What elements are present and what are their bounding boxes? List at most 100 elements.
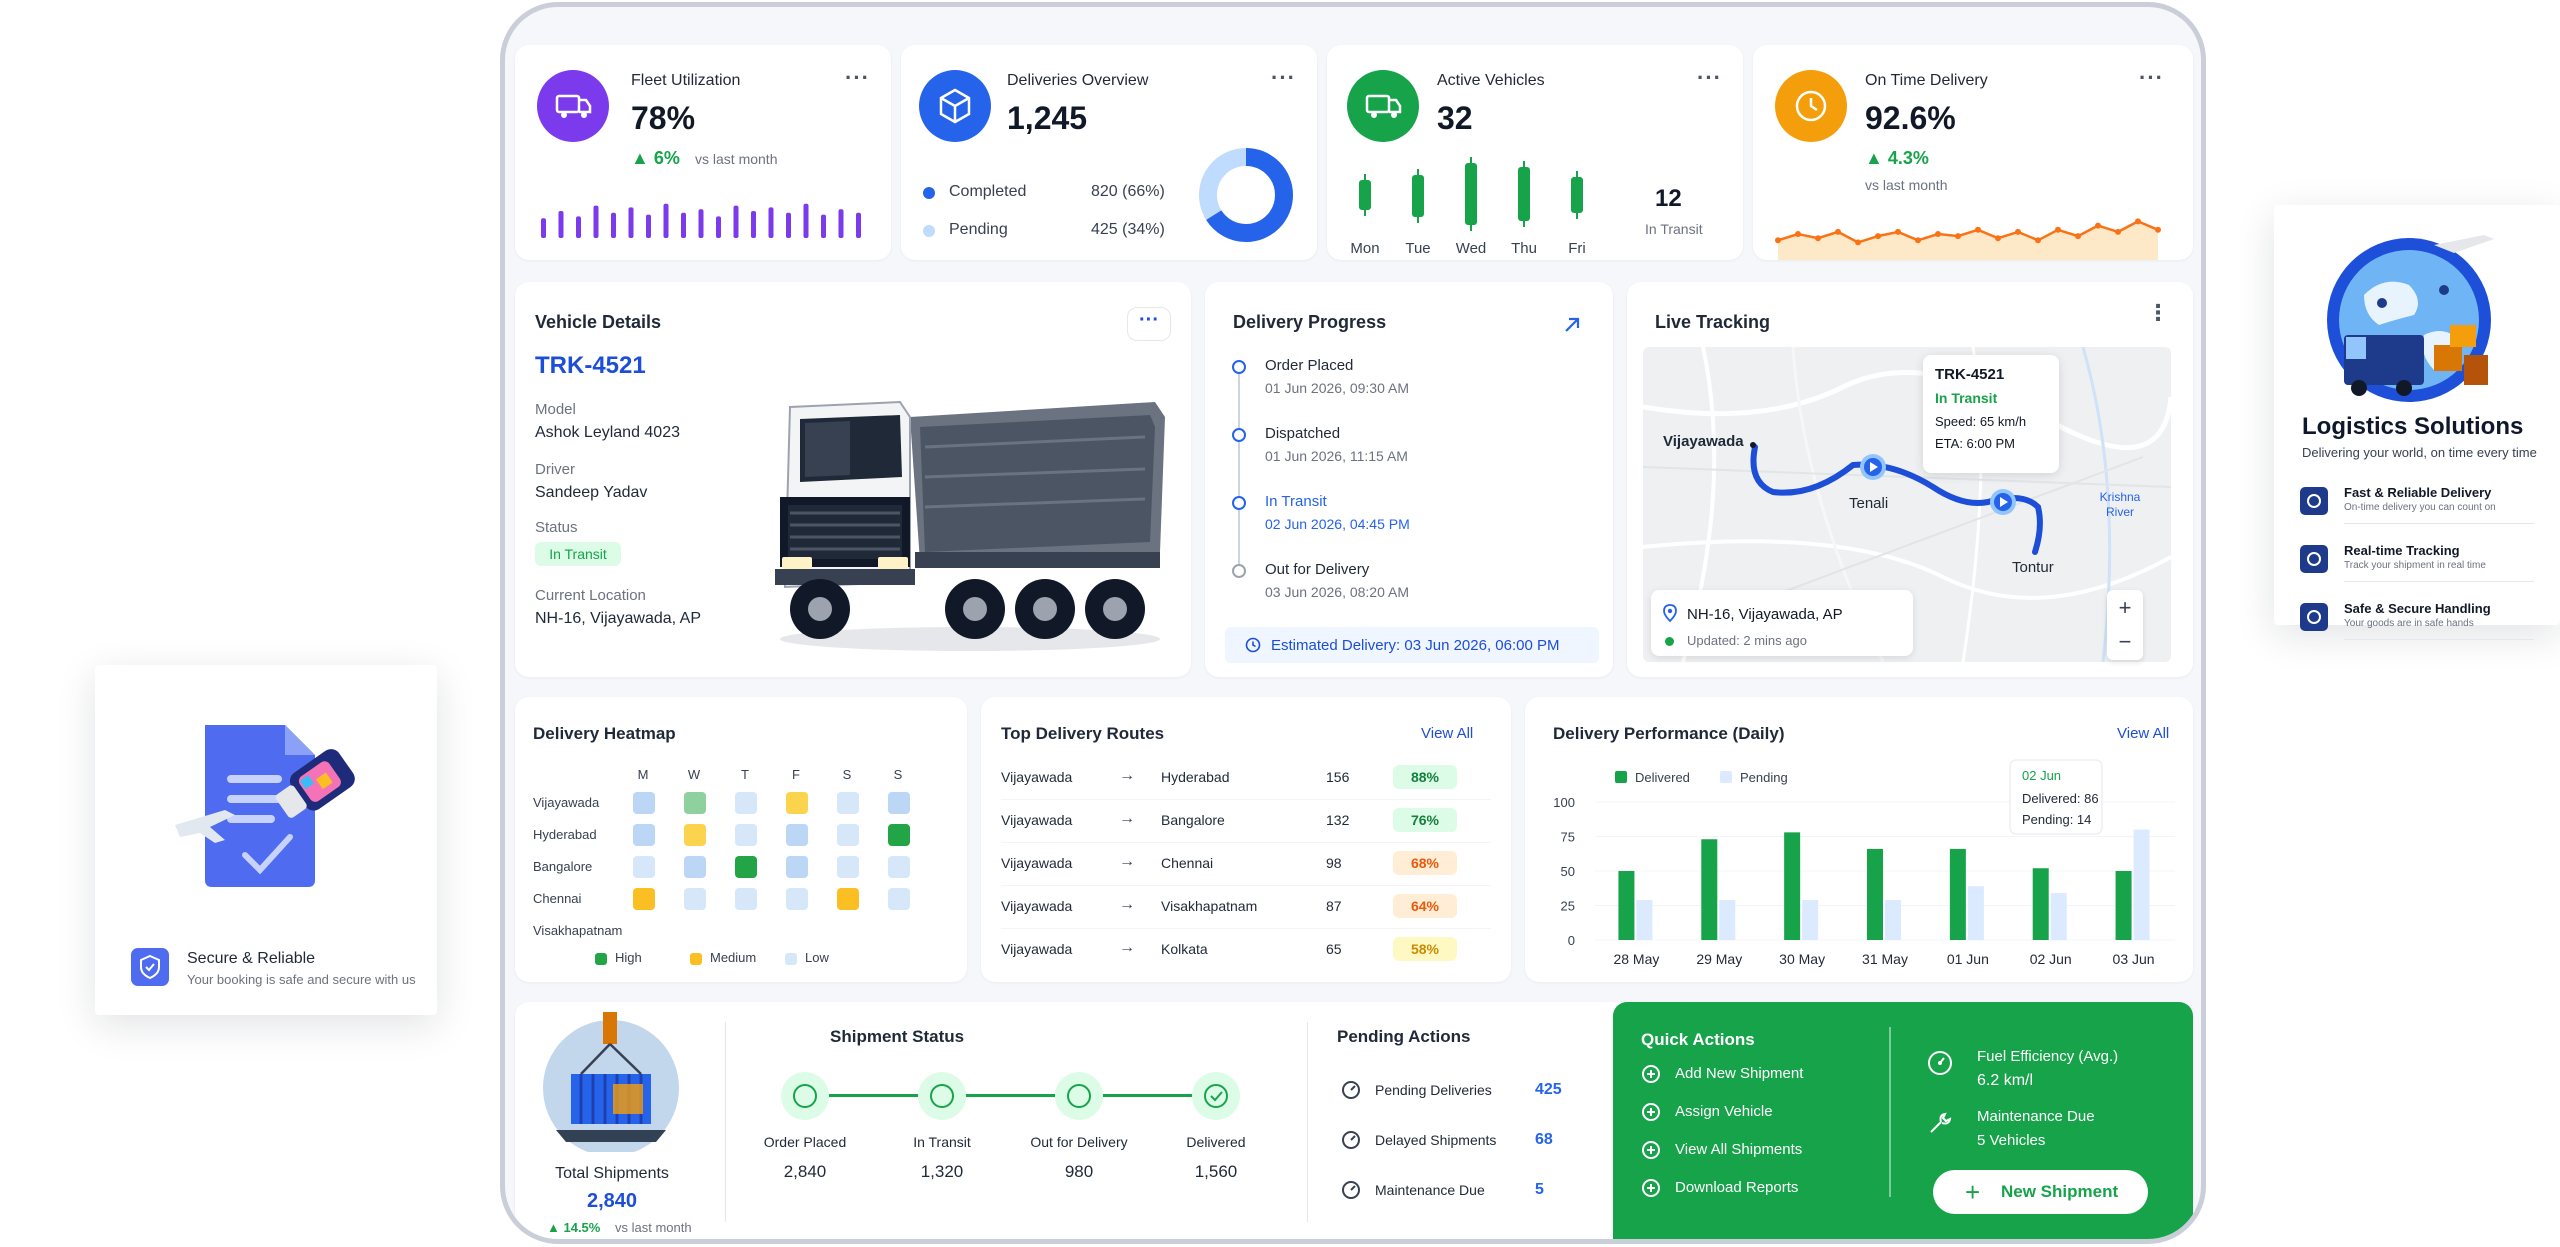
quick-actions-card: Quick Actions Add New Shipment Assign Veh… — [1613, 1002, 2193, 1239]
heatmap-cell — [633, 888, 655, 910]
heatmap-day-label: S — [893, 767, 903, 782]
quick-action-item[interactable]: Assign Vehicle — [1675, 1103, 1773, 1120]
trend-line — [1777, 220, 2159, 244]
timeline-dot — [1232, 564, 1246, 578]
clock-icon — [1245, 637, 1261, 653]
vehicles-more-button[interactable]: ··· — [1697, 65, 1722, 90]
external-link-icon[interactable] — [1557, 310, 1587, 340]
route-count: 65 — [1326, 941, 1342, 957]
y-tick-label: 100 — [1553, 795, 1575, 810]
truck-icon — [1055, 1072, 1103, 1120]
heatmap-cell — [837, 824, 859, 846]
day-label: Thu — [1511, 240, 1537, 255]
deliveries-value: 1,245 — [1007, 100, 1088, 136]
in-transit-value: 12 — [1655, 185, 1682, 212]
vehicle-details-title: Vehicle Details — [535, 312, 662, 332]
fleet-utilization-card: Fleet Utilization 78% ▲ 6% vs last month… — [515, 45, 891, 260]
pending-bar — [1802, 899, 1819, 940]
maintenance-label: Maintenance Due — [1977, 1108, 2095, 1125]
heatmap-city-label: Vijayawada — [533, 795, 600, 810]
quick-action-item[interactable]: View All Shipments — [1675, 1141, 1803, 1158]
x-tick-label: 31 May — [1862, 951, 1908, 967]
vehicle-id: TRK-4521 — [535, 352, 646, 379]
clock-icon — [1775, 70, 1847, 142]
quick-action-item[interactable]: Download Reports — [1675, 1179, 1799, 1196]
new-shipment-button[interactable] — [1933, 1170, 2148, 1214]
performance-view-all-link[interactable]: View All — [2117, 725, 2170, 742]
feature-divider — [2344, 523, 2534, 524]
pending-value: 425 (34%) — [1091, 221, 1165, 238]
heatmap-day-label: T — [741, 767, 749, 782]
legend-swatch — [785, 953, 797, 965]
tracking-more-button[interactable]: ⋮ — [2147, 300, 2169, 325]
tooltip-delivered: Delivered: 86 — [2022, 791, 2099, 806]
pending-bar — [1719, 899, 1736, 940]
fleet-bar — [576, 216, 581, 238]
globe-logistics-icon — [2327, 235, 2494, 402]
performance-bar-chart: 0 25 50 75 100 28 May 29 May 30 May 31 May 01 Jun… — [1553, 759, 2175, 967]
pending-action-label[interactable]: Pending Deliveries — [1375, 1082, 1492, 1098]
completed-value: 820 (66%) — [1091, 183, 1165, 200]
total-shipments-compare: vs last month — [615, 1220, 692, 1235]
fleet-bar — [541, 218, 546, 238]
divider — [725, 1022, 726, 1222]
feature-desc: Track your shipment in real time — [2344, 560, 2486, 571]
route-from: Vijayawada — [1001, 812, 1073, 828]
delivered-bar — [1867, 848, 1883, 940]
delivery-heatmap-card: Delivery Heatmap M W T F S S Vijayawada Hyderab… — [515, 697, 967, 982]
donut-completed-slice — [1199, 148, 1293, 242]
map-location-text: NH-16, Vijayawada, AP — [1687, 606, 1843, 623]
ontime-title: On Time Delivery — [1865, 72, 1988, 89]
zoom-out-button[interactable]: − — [2118, 629, 2132, 654]
fleet-bar — [663, 203, 669, 238]
feature-title: Fast & Reliable Delivery — [2344, 485, 2492, 500]
vehicle-popup — [1923, 355, 2059, 473]
ontime-more-button[interactable]: ··· — [2139, 65, 2164, 90]
fleet-value: 78% — [631, 100, 696, 136]
heatmap-cell — [837, 856, 859, 878]
tooltip-box — [2009, 759, 2103, 835]
routes-view-all-link[interactable]: View All — [1421, 725, 1474, 742]
trend-point — [1995, 235, 2001, 242]
heatmap-cell — [735, 824, 757, 846]
fleet-bar — [646, 214, 651, 238]
deliveries-more-button[interactable]: ··· — [1271, 65, 1296, 90]
route-arrow: → — [1119, 853, 1135, 870]
secure-desc: Your booking is safe and secure with us — [187, 972, 416, 987]
new-shipment-label: New Shipment — [2001, 1182, 2119, 1201]
heatmap-cell — [684, 856, 706, 878]
city-vijayawada: Vijayawada — [1663, 433, 1744, 450]
candle-body — [1571, 177, 1583, 213]
route-arrow: → — [1119, 767, 1135, 784]
trend-point — [1915, 237, 1921, 244]
route-count: 156 — [1326, 769, 1350, 785]
pending-action-label[interactable]: Delayed Shipments — [1375, 1132, 1497, 1148]
wrench-icon — [1930, 1112, 1952, 1133]
route-arrow: → — [1119, 939, 1135, 956]
box-icon — [2300, 545, 2328, 573]
fuel-label: Fuel Efficiency (Avg.) — [1977, 1048, 2119, 1065]
delivered-bar — [1949, 848, 1966, 940]
route-from: Vijayawada — [1001, 898, 1073, 914]
fleet-bar — [611, 212, 616, 238]
heatmap-cell — [888, 888, 910, 910]
location-label: Current Location — [535, 587, 646, 604]
document-plane-icon — [175, 725, 355, 887]
shipment-status-title: Shipment Status — [830, 1027, 965, 1046]
zoom-in-button[interactable]: + — [2118, 595, 2132, 620]
quick-action-item[interactable]: Add New Shipment — [1675, 1065, 1804, 1082]
gauge-icon — [1342, 1081, 1360, 1099]
vehicles-title: Active Vehicles — [1437, 72, 1545, 89]
heatmap-cell — [786, 824, 808, 846]
fleet-title: Fleet Utilization — [631, 72, 741, 89]
x-tick-label: 02 Jun — [2030, 951, 2072, 967]
location-box — [1651, 590, 1913, 656]
fleet-more-button[interactable]: ··· — [845, 65, 870, 90]
pending-action-label[interactable]: Maintenance Due — [1375, 1182, 1485, 1198]
pending-action-value: 425 — [1535, 1081, 1562, 1098]
y-tick-label: 0 — [1568, 933, 1575, 948]
fleet-bar — [698, 209, 704, 238]
vehicle-more-button[interactable]: ··· — [1127, 307, 1171, 341]
heatmap-cell — [735, 856, 757, 878]
